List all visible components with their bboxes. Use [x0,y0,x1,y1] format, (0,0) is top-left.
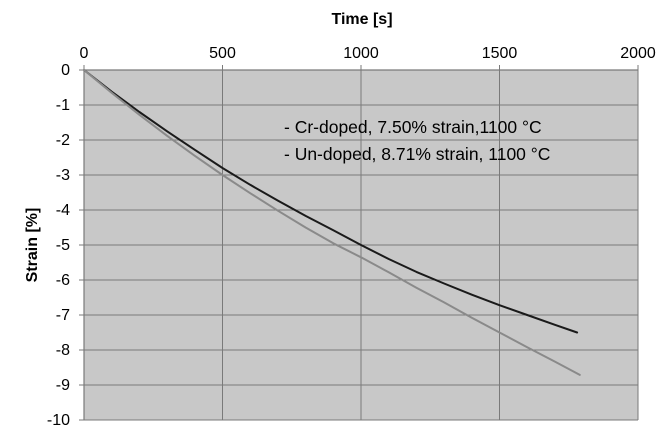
series-line-0 [83,69,579,334]
y-tick-label: -8 [56,342,70,359]
x-axis-title: Time [s] [331,11,392,28]
y-tick-labels: 0 -1 -2 -3 -4 -5 -6 -7 -8 -9 -10 [47,62,84,429]
series-line-1 [83,69,581,376]
y-tick-label: -1 [56,97,70,114]
y-tick-label: -10 [47,412,70,429]
x-tick-label: 1000 [343,45,379,62]
y-tick-label: -7 [56,307,70,324]
legend-entry-1: - Un-doped, 8.71% strain, 1100 °C [284,144,550,164]
x-tick-label: 0 [80,45,89,62]
x-tick-label: 1500 [482,45,518,62]
legend-entry-0: - Cr-doped, 7.50% strain,1100 °C [284,117,542,137]
x-tick-label: 500 [209,45,236,62]
legend: - Cr-doped, 7.50% strain,1100 °C - Un-dop… [284,117,550,164]
y-tick-label: -4 [56,202,70,219]
x-tick-label: 2000 [620,45,656,62]
y-tick-label: -3 [56,167,70,184]
y-tick-label: -6 [56,272,70,289]
y-tick-label: -9 [56,377,70,394]
y-tick-label: 0 [61,62,70,79]
y-tick-label: -2 [56,132,70,149]
x-tick-labels: 0 500 1000 1500 2000 [80,45,656,70]
y-tick-label: -5 [56,237,70,254]
y-axis-title: Strain [%] [24,208,41,283]
grid-lines [83,69,639,421]
series-lines [83,69,581,376]
